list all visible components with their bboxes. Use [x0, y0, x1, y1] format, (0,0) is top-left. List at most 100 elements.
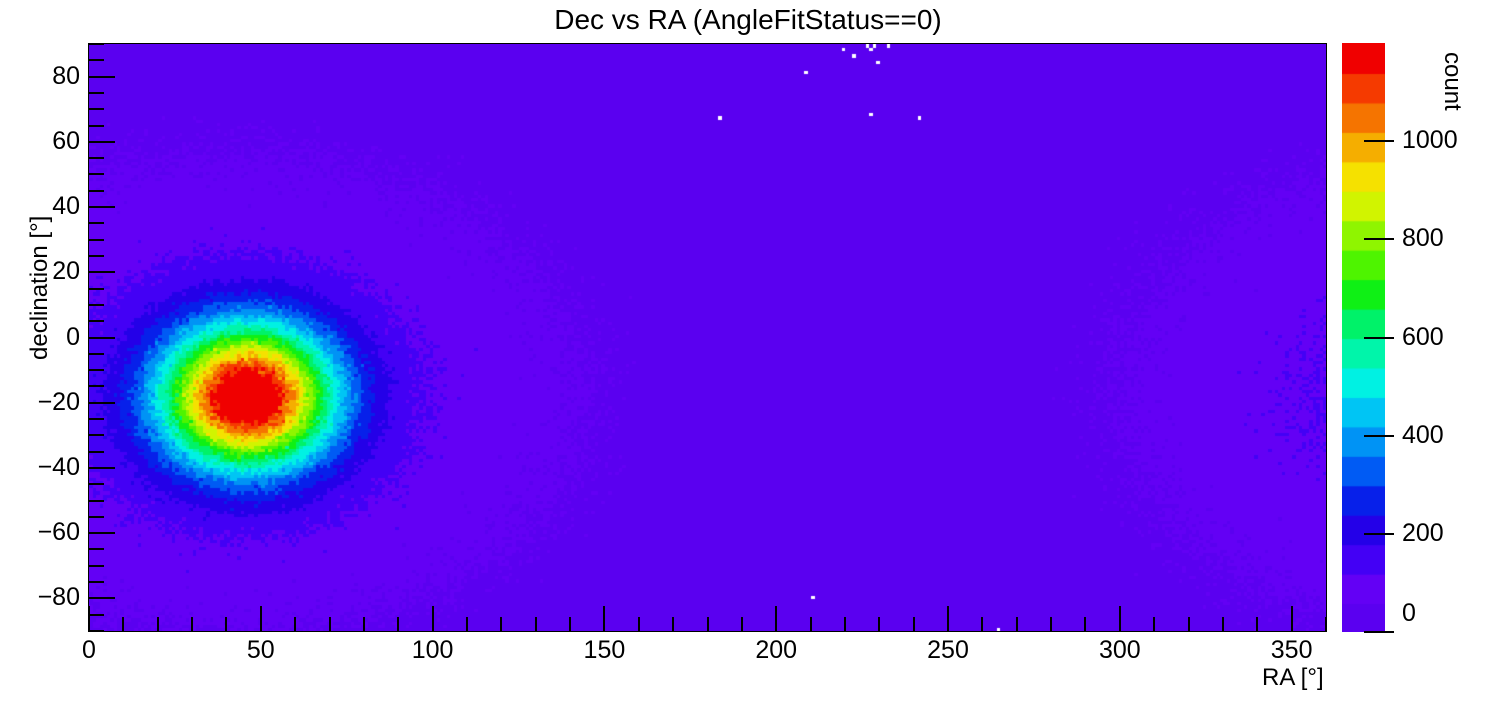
x-axis-minor-tick: [397, 617, 400, 631]
x-axis-major-tick: [947, 606, 950, 631]
color-scale-label: 200: [1402, 518, 1444, 547]
y-axis-minor-tick: [89, 91, 104, 94]
x-axis-minor-tick: [225, 617, 228, 631]
x-axis-label: 150: [583, 636, 626, 664]
y-axis-minor-tick: [89, 59, 104, 62]
x-axis-minor-tick: [500, 617, 503, 631]
x-axis-minor-tick: [1256, 617, 1259, 631]
color-scale-label: 800: [1402, 224, 1444, 253]
x-axis-minor-tick: [1015, 617, 1018, 631]
x-axis-major-tick: [603, 606, 606, 631]
y-axis-minor-tick: [89, 320, 104, 323]
x-axis-minor-tick: [191, 617, 194, 631]
color-scale-label: 400: [1402, 420, 1444, 449]
x-axis-minor-tick: [156, 617, 159, 631]
x-axis-minor-tick: [843, 617, 846, 631]
x-axis-minor-tick: [534, 617, 537, 631]
x-axis-label: 50: [246, 636, 275, 664]
x-axis-label: 250: [927, 636, 969, 664]
x-axis-major-tick: [775, 606, 778, 631]
x-axis-major-tick: [259, 606, 262, 631]
y-axis-minor-tick: [89, 581, 104, 584]
y-axis-label: −20: [37, 387, 80, 416]
y-axis-label: 80: [52, 61, 80, 90]
x-axis-minor-tick: [1187, 617, 1190, 631]
x-axis-minor-tick: [294, 617, 297, 631]
y-axis-minor-tick: [89, 43, 104, 45]
x-axis-minor-tick: [1153, 617, 1156, 631]
x-axis-minor-tick: [1050, 617, 1053, 631]
x-axis-minor-tick: [740, 617, 743, 631]
x-axis-minor-tick: [362, 617, 365, 631]
x-axis-label: 300: [1098, 636, 1141, 664]
y-axis-minor-tick: [89, 189, 104, 192]
x-axis-minor-tick: [706, 617, 709, 631]
x-axis-minor-tick: [1325, 617, 1327, 631]
y-axis-minor-tick: [89, 352, 104, 355]
y-axis-minor-tick: [89, 108, 104, 111]
x-axis-minor-tick: [328, 617, 331, 631]
y-axis-minor-tick: [89, 385, 104, 388]
y-axis-minor-tick: [89, 303, 104, 306]
y-axis-major-tick: [89, 466, 115, 469]
x-axis-minor-tick: [1084, 617, 1087, 631]
y-axis-major-tick: [89, 75, 115, 78]
y-axis-major-tick: [89, 401, 115, 404]
x-axis-minor-tick: [981, 617, 984, 631]
x-axis-label: 200: [755, 636, 798, 664]
y-axis-major-tick: [89, 532, 115, 535]
x-axis-minor-tick: [912, 617, 915, 631]
y-axis-minor-tick: [89, 254, 104, 257]
y-axis-minor-tick: [89, 434, 104, 437]
color-scale-label: 1000: [1402, 126, 1458, 155]
x-axis-minor-tick: [672, 617, 675, 631]
x-axis-label: 100: [411, 636, 454, 664]
x-axis-minor-tick: [465, 617, 468, 631]
y-axis-minor-tick: [89, 124, 104, 127]
y-axis-minor-tick: [89, 450, 104, 453]
y-axis-major-tick: [89, 271, 115, 274]
y-axis-major-tick: [89, 336, 115, 339]
x-axis-minor-tick: [878, 617, 881, 631]
histogram-frame: [88, 43, 1327, 632]
x-axis-major-tick: [1290, 606, 1293, 631]
color-scale-label: 0: [1402, 599, 1416, 627]
y-axis-major-tick: [89, 597, 115, 600]
y-axis-minor-tick: [89, 157, 104, 160]
x-axis-minor-tick: [122, 617, 125, 631]
x-axis-minor-tick: [569, 617, 572, 631]
y-axis-label: −80: [37, 583, 80, 612]
y-axis-minor-tick: [89, 564, 104, 567]
y-axis-minor-tick: [89, 369, 104, 372]
x-axis-minor-tick: [809, 617, 812, 631]
y-axis-label: 40: [52, 192, 80, 221]
x-axis-minor-tick: [1221, 617, 1224, 631]
x-axis-major-tick: [431, 606, 434, 631]
y-axis-label: 20: [52, 257, 80, 286]
x-axis-minor-tick: [637, 617, 640, 631]
x-axis-label: 350: [1270, 636, 1313, 664]
y-axis-minor-tick: [89, 222, 104, 225]
y-axis-title: declination [°]: [26, 215, 53, 360]
x-axis-major-tick: [88, 606, 90, 631]
x-axis-major-tick: [1118, 606, 1121, 631]
y-axis-minor-tick: [89, 418, 104, 421]
y-axis-minor-tick: [89, 613, 104, 616]
y-axis-major-tick: [89, 140, 115, 143]
color-scale-label: 600: [1402, 322, 1444, 351]
y-axis-minor-tick: [89, 515, 104, 518]
y-axis-minor-tick: [89, 499, 104, 502]
x-axis-label: 0: [82, 636, 96, 664]
color-scale-title: count: [1439, 52, 1466, 111]
y-axis-minor-tick: [89, 238, 104, 241]
y-axis-minor-tick: [89, 483, 104, 486]
y-axis-label: 0: [66, 322, 80, 351]
color-scale-bar: [1342, 43, 1385, 632]
y-axis-label: −60: [37, 518, 80, 547]
y-axis-minor-tick: [89, 287, 104, 290]
histogram-canvas: [89, 44, 1326, 631]
y-axis-minor-tick: [89, 630, 104, 632]
y-axis-minor-tick: [89, 548, 104, 551]
color-scale-canvas: [1342, 43, 1385, 632]
x-axis-title: RA [°]: [1262, 664, 1324, 691]
